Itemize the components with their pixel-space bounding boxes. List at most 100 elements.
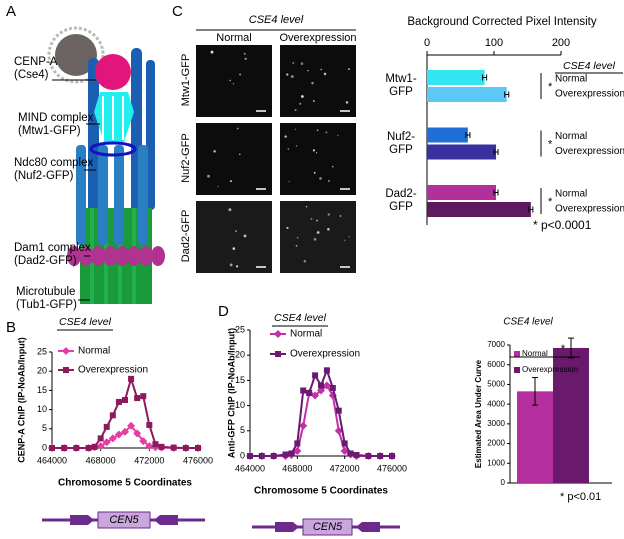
legend-label: Normal bbox=[78, 346, 110, 357]
rod bbox=[146, 60, 155, 210]
column-label: Overexpression bbox=[279, 32, 356, 44]
cell-spot bbox=[323, 72, 327, 76]
y-tick-label: 25 bbox=[235, 324, 245, 334]
marker bbox=[312, 372, 319, 379]
cell-spot bbox=[307, 70, 309, 72]
legend-label: Normal bbox=[290, 329, 322, 340]
cell-spot bbox=[295, 244, 298, 247]
significance-mark: * bbox=[548, 81, 553, 93]
bar bbox=[517, 391, 553, 483]
marker bbox=[49, 445, 55, 451]
marker bbox=[108, 434, 117, 443]
cell-spot bbox=[345, 101, 349, 104]
bar bbox=[427, 185, 497, 200]
marker bbox=[341, 440, 348, 447]
bar bbox=[553, 347, 589, 483]
microscopy-header: CSE4 level bbox=[249, 14, 304, 26]
cell-spot bbox=[319, 177, 322, 180]
micrograph bbox=[196, 123, 272, 195]
bar bbox=[427, 87, 507, 102]
error-bar bbox=[482, 74, 488, 81]
series-line bbox=[250, 383, 392, 457]
x-tick-label: 476000 bbox=[377, 463, 407, 473]
pointer-lines bbox=[52, 79, 100, 301]
legend-label: Overexpression bbox=[555, 204, 624, 215]
marker bbox=[122, 397, 128, 403]
significance-note: * p<0.01 bbox=[560, 491, 601, 503]
legend-label: Normal bbox=[555, 131, 587, 142]
marker bbox=[152, 441, 159, 448]
panel-label: A bbox=[6, 3, 16, 20]
error-bar bbox=[528, 206, 534, 213]
cell-spot bbox=[286, 226, 289, 229]
marker bbox=[133, 429, 142, 438]
cell-spot bbox=[294, 109, 297, 112]
cell-spot bbox=[303, 260, 306, 263]
cell-spot bbox=[300, 62, 304, 65]
gene-arrow bbox=[154, 515, 178, 525]
marker bbox=[134, 395, 141, 402]
marker bbox=[270, 453, 277, 459]
y-tick-label: 0 bbox=[501, 478, 506, 487]
cell-spot bbox=[313, 171, 316, 174]
diagram-label: CENP-A (Cse4) bbox=[14, 56, 57, 81]
cell-spot bbox=[344, 239, 346, 241]
marker bbox=[340, 446, 349, 455]
legend-label: Normal bbox=[522, 349, 548, 358]
cell-spot bbox=[299, 102, 302, 105]
y-tick-label: 0 bbox=[42, 442, 47, 452]
y-tick-label: 0 bbox=[240, 450, 245, 460]
y-tick-label: 15 bbox=[235, 375, 245, 385]
y-tick-label: 2000 bbox=[487, 439, 505, 448]
cell-spot bbox=[228, 208, 232, 212]
marker bbox=[195, 445, 201, 451]
cell-spot bbox=[239, 153, 241, 156]
cell-spot bbox=[313, 237, 317, 241]
marker bbox=[288, 450, 295, 457]
diagram-label: Microtubule (Tub1-GFP) bbox=[16, 286, 77, 311]
error-bar bbox=[568, 337, 574, 359]
y-tick-label: 3000 bbox=[487, 419, 505, 428]
marker bbox=[103, 423, 110, 430]
y-axis-label: CENP-A ChIP (IP-NoAb/Input) bbox=[16, 337, 26, 463]
cell-spot bbox=[325, 131, 328, 134]
cell-spot bbox=[290, 75, 294, 79]
error-bar bbox=[504, 91, 510, 98]
error-bar bbox=[493, 189, 499, 196]
row-label: Nuf2-GFP bbox=[180, 133, 192, 183]
bar bbox=[427, 70, 485, 85]
marker bbox=[73, 445, 80, 451]
marker bbox=[140, 393, 147, 400]
marker bbox=[115, 398, 122, 405]
y-axis-label: Anti-GFP ChIP (IP-NoAb/Input) bbox=[226, 328, 236, 458]
gene-arrow bbox=[70, 515, 94, 525]
legend-title: CSE4 level bbox=[563, 60, 616, 72]
significance-mark: * bbox=[548, 196, 553, 208]
cell-spot bbox=[327, 227, 330, 231]
rod bbox=[88, 58, 99, 218]
cell-spot bbox=[296, 236, 299, 239]
nucleosome bbox=[55, 34, 97, 76]
marker bbox=[121, 427, 129, 436]
marker bbox=[139, 437, 148, 446]
marker bbox=[158, 443, 165, 450]
y-tick-label: 10 bbox=[37, 404, 47, 414]
marker bbox=[247, 453, 253, 459]
marker bbox=[97, 435, 104, 442]
cell-spot bbox=[243, 52, 246, 55]
category-label: Dad2-GFP bbox=[385, 188, 417, 213]
cell-spot bbox=[217, 185, 219, 187]
mind-lines bbox=[102, 96, 124, 140]
diagram-label: Dam1 complex (Dad2-GFP) bbox=[14, 242, 91, 267]
legend-title: CSE4 level bbox=[503, 317, 553, 328]
cell-spot bbox=[213, 150, 216, 153]
cell-spot bbox=[284, 135, 287, 138]
cell-spot bbox=[316, 219, 318, 222]
cenp-a bbox=[95, 54, 131, 90]
category-label: Nuf2-GFP bbox=[386, 130, 416, 156]
marker bbox=[347, 450, 354, 457]
centromere-box bbox=[97, 511, 151, 529]
error-bar bbox=[493, 149, 499, 155]
